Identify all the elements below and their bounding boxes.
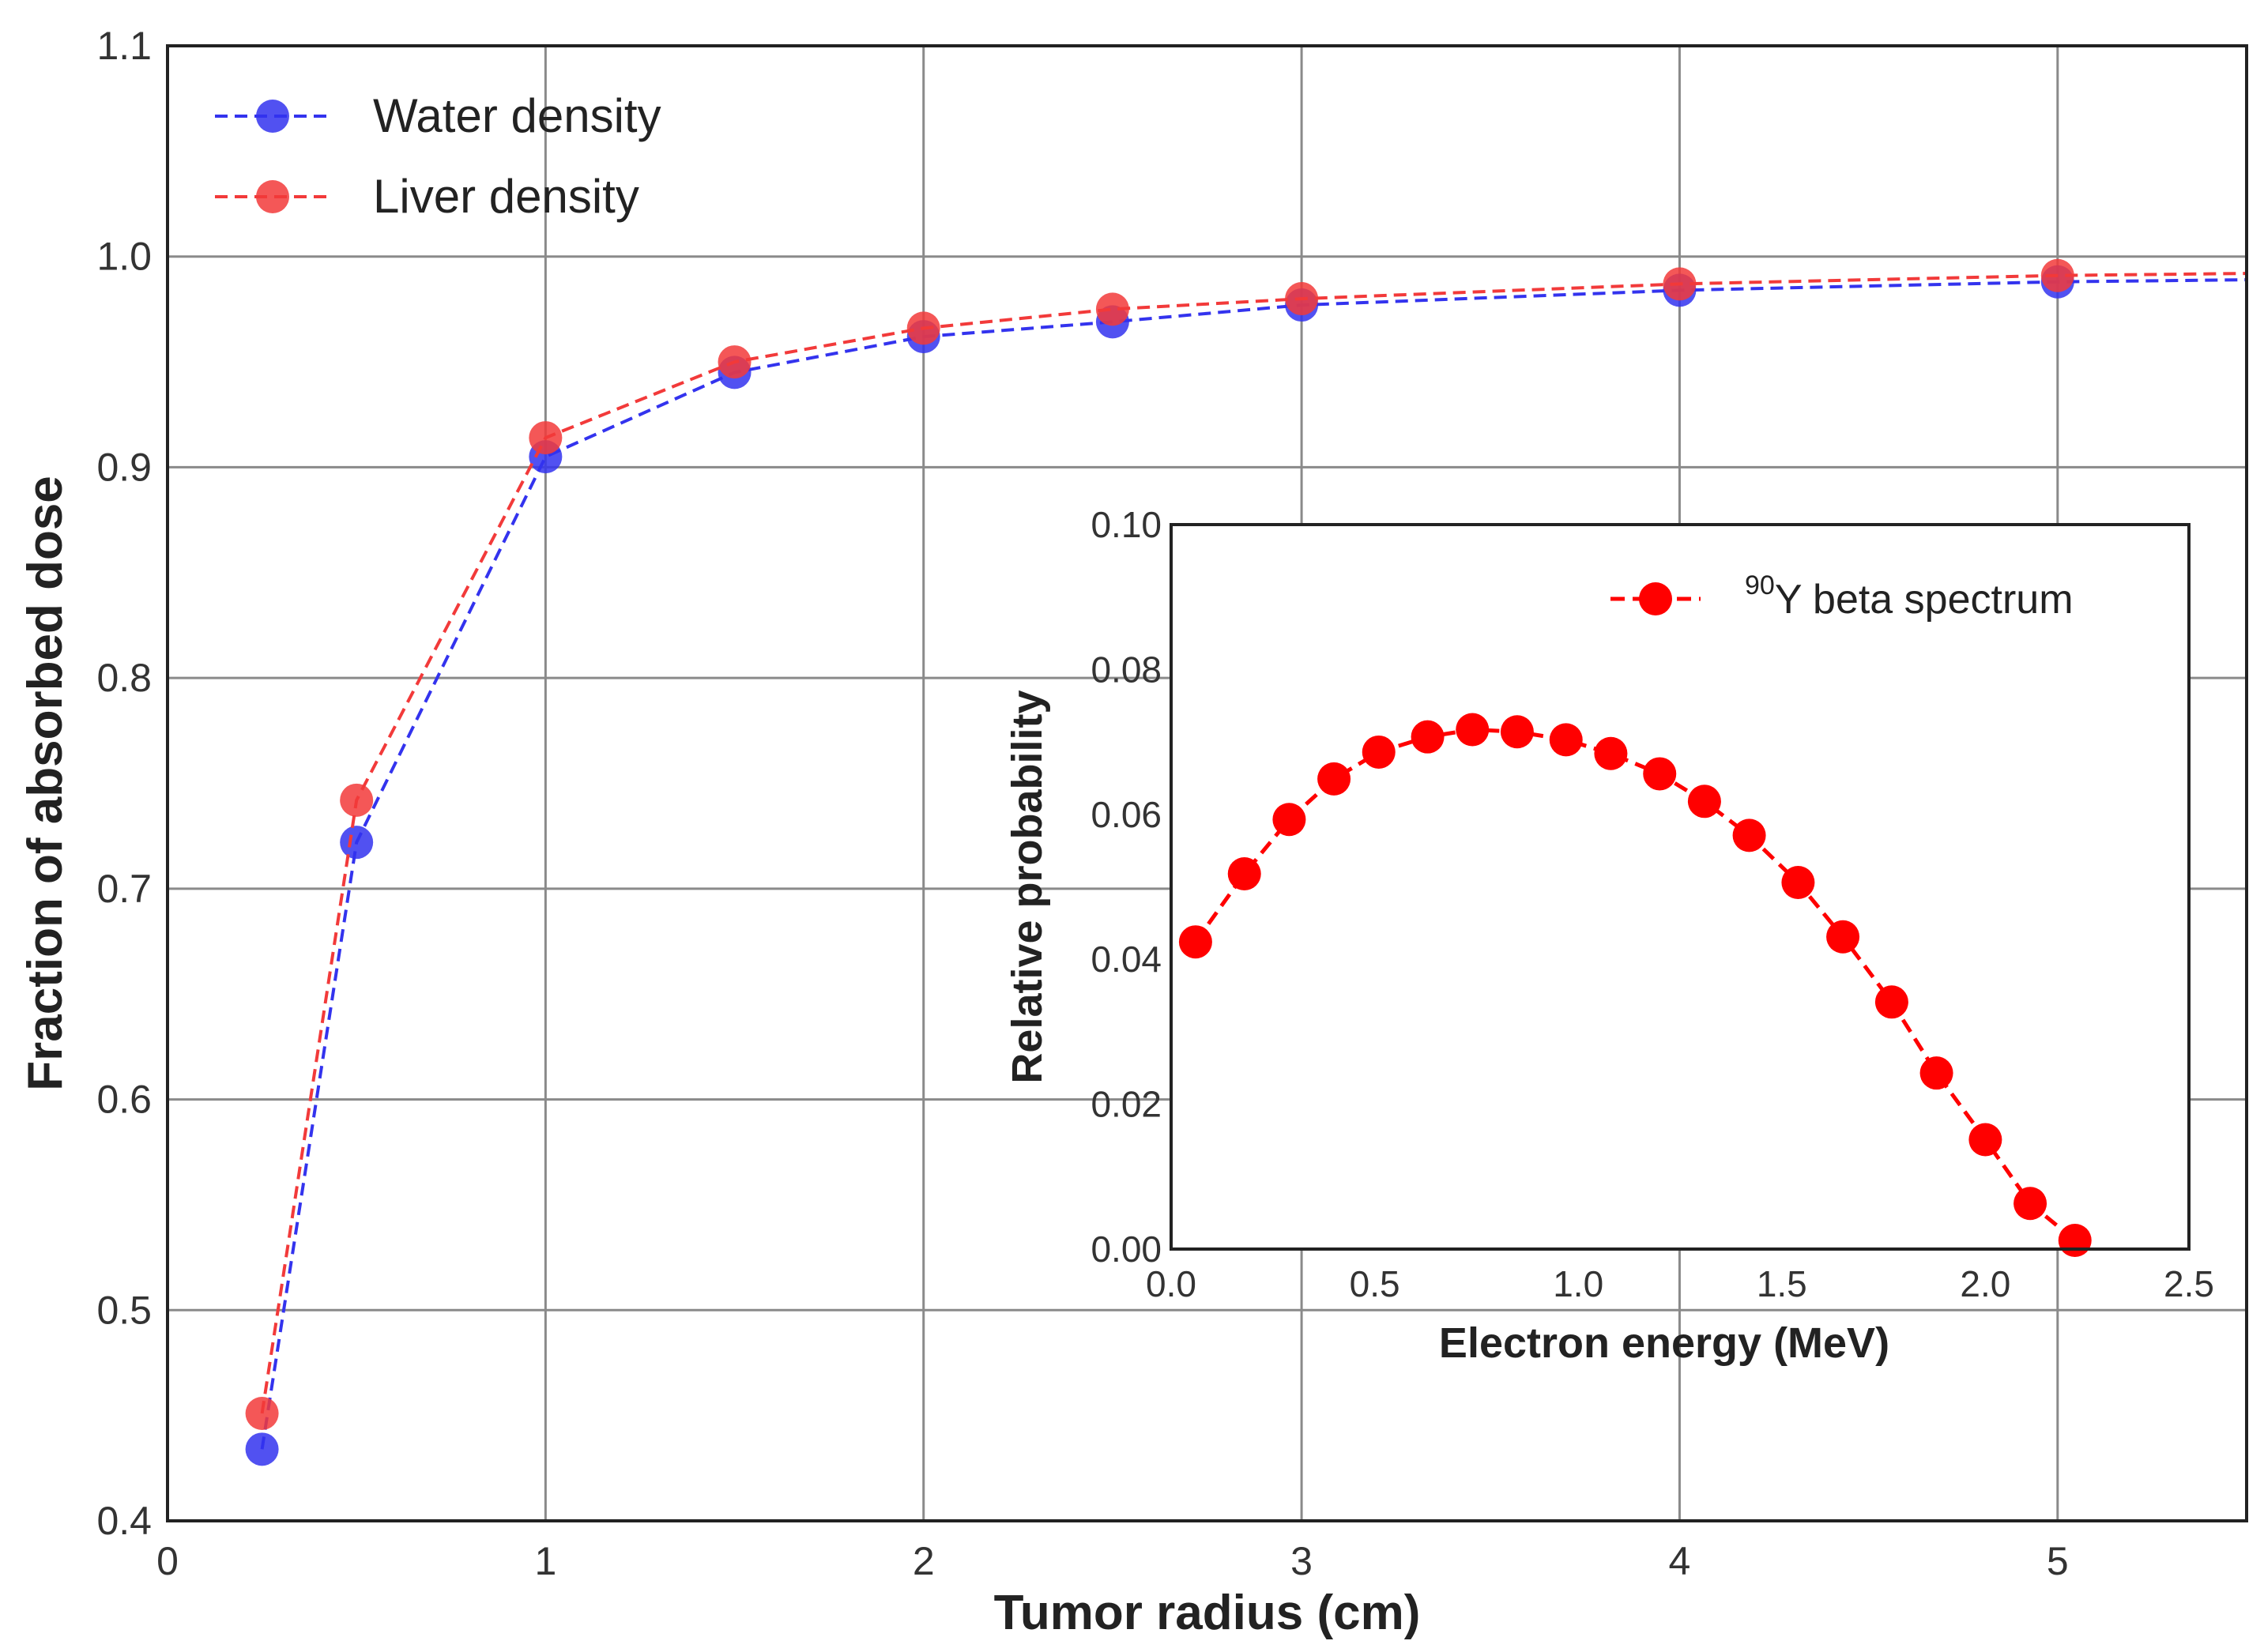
inset-data-point [2013, 1187, 2047, 1221]
inset-legend: 90Y beta spectrum [1610, 570, 2074, 623]
main-legend-marker [256, 100, 289, 133]
inset-data-point [1874, 985, 1908, 1019]
inset-x-tick-label: 0.0 [1146, 1263, 1196, 1304]
inset-data-point [1362, 735, 1396, 769]
main-x-tick-label: 2 [913, 1539, 935, 1583]
main-legend-label: Water density [373, 89, 661, 142]
inset-y-tick-labels: 0.00 0.02 0.04 0.06 0.08 0.10 [1091, 504, 1162, 1270]
inset-data-point [1732, 818, 1766, 852]
inset-data-point [1178, 925, 1212, 959]
inset-y-axis-title: Relative probability [1004, 690, 1051, 1083]
main-data-point [718, 345, 752, 379]
main-legend: Water density Liver density [215, 89, 661, 223]
main-data-point [245, 1432, 279, 1466]
main-y-tick-label: 0.7 [96, 867, 152, 911]
main-y-tick-label: 0.9 [96, 445, 152, 489]
main-data-point [906, 311, 940, 345]
inset-data-point [1411, 720, 1445, 754]
main-y-tick-label: 1.1 [96, 24, 152, 68]
inset-legend-text: Y beta spectrum [1775, 577, 2074, 623]
inset-x-tick-label: 1.5 [1757, 1263, 1807, 1304]
main-data-point [1663, 267, 1697, 301]
main-y-tick-label: 0.8 [96, 656, 152, 700]
inset-data-point [1227, 856, 1261, 890]
inset-data-point [1687, 785, 1721, 818]
main-x-tick-label: 3 [1290, 1539, 1313, 1583]
inset-data-point [1500, 715, 1534, 749]
main-data-point [245, 1396, 279, 1430]
main-plot-frame [166, 44, 2248, 1522]
inset-x-tick-label: 2.0 [1960, 1263, 2010, 1304]
inset-data-point [1272, 803, 1306, 837]
main-y-tick-label: 0.5 [96, 1288, 152, 1332]
main-legend-label: Liver density [373, 170, 639, 223]
inset-data-point [1826, 920, 1860, 954]
inset-y-tick-label: 0.08 [1091, 649, 1162, 690]
inset-y-tick-label: 0.04 [1091, 939, 1162, 980]
main-data-point [340, 783, 374, 817]
main-data-point [529, 421, 563, 455]
main-y-tick-labels: 0.4 0.5 0.6 0.7 0.8 0.9 1.0 1.1 [96, 24, 152, 1543]
main-series-line-1 [260, 272, 2247, 1414]
main-y-tick-label: 1.0 [96, 235, 152, 279]
inset-background [1171, 525, 2189, 1249]
main-data-point [1095, 292, 1129, 326]
inset-data-point [1317, 762, 1351, 796]
inset-legend-superscript: 90 [1745, 570, 1775, 600]
main-y-tick-label: 0.4 [96, 1499, 152, 1543]
inset-x-tick-labels: 0.0 0.5 1.0 1.5 2.0 2.5 [1146, 1263, 2214, 1304]
main-x-tick-label: 0 [156, 1539, 179, 1583]
main-data-point [340, 826, 374, 860]
main-series-layer [245, 258, 2247, 1466]
main-x-tick-labels: 0 1 2 3 4 5 [156, 1539, 2069, 1583]
main-x-tick-label: 4 [1669, 1539, 1691, 1583]
inset-data-point [1549, 723, 1583, 757]
main-data-point [1285, 282, 1319, 316]
main-x-tick-label: 5 [2047, 1539, 2069, 1583]
inset-plot-frame [1170, 523, 2191, 1251]
main-legend-marker [256, 180, 289, 213]
inset-series-layer [1178, 713, 2092, 1257]
main-y-axis-title: Fraction of absorbed dose [18, 476, 73, 1091]
inset-y-tick-label: 0.00 [1091, 1229, 1162, 1270]
main-y-tick-label: 0.6 [96, 1078, 152, 1122]
inset-y-tick-label: 0.02 [1091, 1084, 1162, 1125]
inset-legend-label: 90Y beta spectrum [1745, 570, 2074, 623]
inset-data-point [1456, 713, 1490, 747]
inset-x-tick-label: 1.0 [1553, 1263, 1603, 1304]
main-data-point [2040, 258, 2074, 292]
inset-data-point [1781, 865, 1815, 899]
inset-y-tick-label: 0.10 [1091, 504, 1162, 545]
inset-legend-marker [1639, 582, 1672, 615]
inset-y-tick-label: 0.06 [1091, 794, 1162, 835]
inset-data-point [1643, 757, 1677, 791]
main-x-tick-label: 1 [534, 1539, 556, 1583]
inset-data-point [1594, 736, 1628, 770]
inset-data-point [1919, 1056, 1953, 1090]
main-x-axis-title: Tumor radius (cm) [994, 1586, 1421, 1640]
inset-data-point [1968, 1123, 2002, 1157]
inset-x-tick-label: 0.5 [1350, 1263, 1400, 1304]
inset-data-point [2058, 1223, 2092, 1257]
inset-x-axis-title: Electron energy (MeV) [1439, 1319, 1889, 1367]
inset-x-tick-label: 2.5 [2164, 1263, 2214, 1304]
